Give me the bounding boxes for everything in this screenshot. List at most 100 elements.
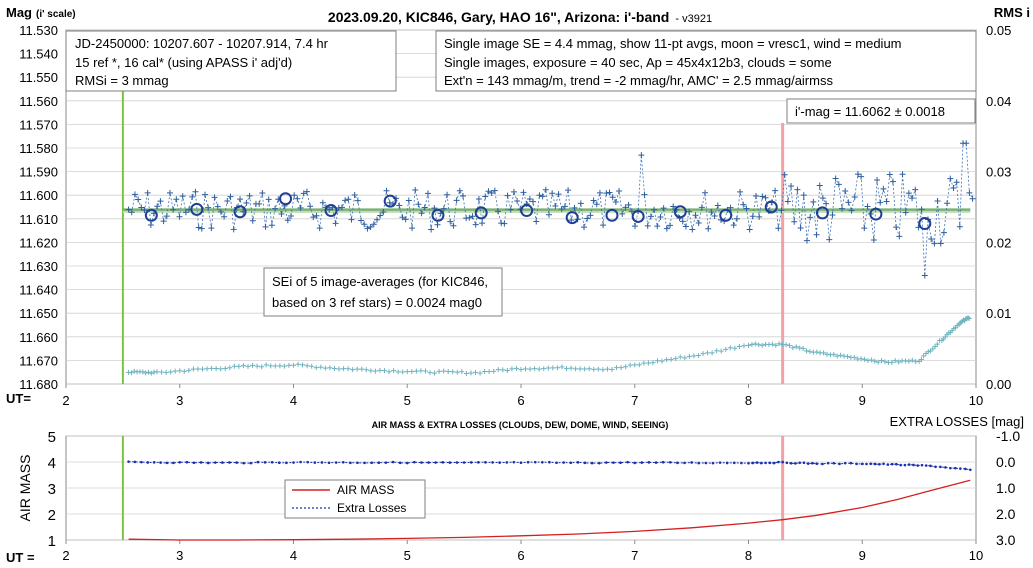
single-image-point [606,189,613,196]
rms-point [190,366,196,372]
single-image-point [663,225,670,232]
sub-x-tick-label: 3 [176,548,183,563]
extra-losses-point [815,462,819,466]
single-image-point [163,213,170,220]
single-image-point [428,226,435,233]
single-image-point [788,182,795,189]
main-y-tick-label: 11.620 [19,235,58,250]
single-image-point [319,199,326,206]
extra-losses-point [890,462,894,466]
rms-point [882,359,888,365]
rms-point [559,364,565,370]
rms-point [723,346,729,352]
single-image-point [851,194,858,201]
single-image-point [641,191,648,198]
sub-y2-tick-label: 0.0 [996,454,1016,470]
single-image-point [294,195,301,202]
rms-point [331,365,337,371]
single-image-point [714,202,721,209]
rms-point [382,368,387,374]
rms-point [896,359,902,365]
extra-losses-point [555,461,558,465]
extra-losses-point [732,461,736,465]
single-image-point [536,192,543,199]
rms-point [909,357,915,363]
main-y-tick-label: 11.570 [19,117,58,132]
series-line-airmass [128,479,971,541]
rms-point [286,362,292,368]
main-y2-tick-label: 0.03 [986,165,1011,180]
extra-losses-point [370,461,374,465]
single-image-point [256,200,263,207]
single-image-point [931,240,938,247]
rms-point [862,356,868,362]
main-y2-tick-label: 0.05 [986,23,1011,38]
rms-point [932,343,938,349]
single-image-point [800,192,807,199]
rms-point [259,364,265,370]
single-image-point [883,198,890,205]
rms-point [463,371,469,377]
single-image-point [485,188,492,195]
info-left-line-3: RMSi = 3 mmag [75,73,169,88]
extra-losses-point [306,460,310,464]
rms-point [838,352,844,358]
extra-losses-point [448,461,452,464]
single-image-point [899,171,906,178]
single-image-point [131,191,138,198]
rms-point [513,365,519,371]
rms-point [600,367,606,373]
extra-losses-point [597,461,601,465]
rms-point [705,350,711,356]
main-y-tick-label: 11.610 [19,212,58,227]
rms-point [541,366,547,372]
extra-losses-point [907,463,911,466]
average-point [190,202,204,216]
rms-point [145,369,151,375]
single-image-point [424,190,431,197]
extra-losses-point [391,460,395,464]
rms-point [477,370,483,376]
single-image-point [307,203,314,210]
single-image-point [893,224,900,231]
rms-point [268,363,274,369]
single-image-point [510,188,517,195]
extra-losses-point [683,461,686,465]
rms-point [236,363,242,369]
single-image-point [584,215,591,222]
extra-losses-point [562,461,565,464]
rms-point [473,369,478,375]
rms-point [172,368,178,374]
rms-point [844,353,850,359]
rms-point [227,365,233,371]
rms-point [858,356,864,362]
extra-losses-point [755,461,759,464]
single-image-point [262,223,269,230]
main-x-tick-label: 2 [62,393,69,408]
main-title: 2023.09.20, KIC846, Gary, HAO 16", Arizo… [328,9,712,25]
extra-losses-point [192,461,196,465]
single-image-point [848,207,855,214]
extra-losses-point [895,462,898,466]
single-image-point [498,220,505,227]
main-x-tick-label: 8 [745,393,752,408]
main-y-tick-label: 11.600 [19,188,58,203]
single-image-point [705,225,712,232]
single-image-point [189,193,196,200]
single-image-point [711,212,718,219]
single-image-point [810,198,817,205]
rms-point [797,345,803,351]
extra-losses-point [661,460,665,464]
extra-losses-point [541,460,544,464]
extra-losses-point [869,462,873,466]
imag-box: i'-mag = 11.6062 ± 0.0018 [786,98,976,124]
rms-point [807,349,813,355]
single-image-point [784,198,791,205]
single-image-point [326,206,333,213]
main-x-tick-label: 6 [517,393,524,408]
single-image-point [205,204,212,211]
extra-losses-point [944,466,947,469]
sub-y-tick-label: 4 [48,455,56,472]
rms-point [736,344,742,350]
